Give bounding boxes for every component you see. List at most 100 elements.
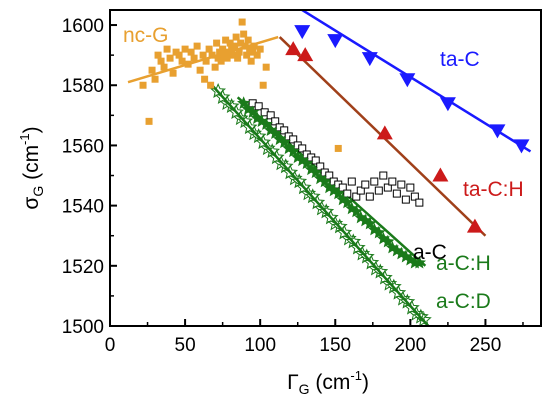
y-tick-label: 1600 [62, 16, 104, 37]
point-a-c [397, 180, 406, 189]
plot-frame [109, 9, 542, 327]
point-nc-g [211, 63, 219, 71]
point-nc-g [163, 45, 171, 53]
point-nc-g [244, 36, 252, 44]
point-nc-g [213, 39, 221, 47]
y-tick-label: 1520 [62, 257, 104, 278]
series-a-c-h [237, 96, 427, 269]
series-ta-c [294, 25, 530, 154]
point-a-c-d [264, 143, 281, 159]
point-nc-g [256, 45, 264, 53]
point-nc-g [231, 42, 239, 50]
y-tick-label: 1540 [62, 197, 104, 218]
x-tick-label: 100 [244, 335, 276, 356]
point-a-c-d [403, 299, 420, 315]
point-a-c [361, 180, 370, 189]
point-a-c-d [237, 113, 254, 129]
point-a-c-d [291, 173, 308, 189]
point-nc-g [243, 51, 251, 59]
point-nc-g [145, 117, 153, 125]
point-nc-g [151, 75, 159, 83]
point-a-c [298, 144, 307, 153]
label-nc-g: nc-G [123, 24, 169, 47]
point-nc-g [334, 144, 342, 152]
point-nc-g [207, 81, 215, 89]
label-ta-c-h: ta-C:H [463, 178, 524, 201]
point-a-c-d [349, 239, 366, 255]
point-a-c [374, 186, 383, 195]
point-a-c [379, 171, 388, 180]
point-a-c [415, 198, 424, 207]
point-nc-g [148, 66, 156, 74]
point-a-c [347, 177, 356, 186]
point-nc-g [175, 51, 183, 59]
y-tick-label: 1580 [62, 76, 104, 97]
point-nc-g [217, 57, 225, 65]
point-a-c [316, 162, 325, 171]
point-nc-g [235, 48, 243, 56]
point-a-c-d [241, 119, 258, 135]
point-nc-g [201, 75, 209, 83]
point-a-c [410, 192, 419, 201]
y-axis-ticks: 1500 1520 1540 1560 1580 1600 [62, 16, 117, 338]
point-nc-g [229, 51, 237, 59]
point-a-c [266, 111, 275, 120]
label-ta-c: ta-C [440, 48, 480, 71]
point-a-c [370, 177, 379, 186]
point-nc-g [154, 51, 162, 59]
point-a-c [356, 186, 365, 195]
point-nc-g [199, 51, 207, 59]
point-ta-c-h [432, 167, 449, 182]
point-a-c [325, 171, 334, 180]
point-nc-g [234, 54, 242, 62]
point-nc-g [226, 39, 234, 47]
point-a-c-d [336, 224, 353, 240]
point-a-c-d [295, 179, 312, 195]
point-a-c-d [390, 284, 407, 300]
point-a-c-d [210, 82, 227, 98]
point-a-c-h [412, 255, 427, 269]
point-nc-g [190, 54, 198, 62]
x-axis-ticks: 0 50 100 150 200 250 [105, 319, 524, 356]
point-nc-g [205, 45, 213, 53]
x-tick-label: 150 [319, 335, 351, 356]
point-ta-c-h [297, 47, 314, 62]
point-nc-g [238, 18, 246, 26]
point-ta-c [439, 97, 456, 112]
point-ta-c-h [376, 125, 393, 140]
y-tick-label: 1560 [62, 136, 104, 157]
y-tick-label: 1500 [62, 317, 104, 338]
x-tick-label: 0 [105, 335, 116, 356]
point-a-c-d [214, 88, 231, 104]
point-nc-g [250, 42, 258, 50]
label-a-c-h: a-C:H [436, 252, 491, 275]
point-nc-g [181, 45, 189, 53]
point-a-c-d [255, 134, 272, 150]
point-a-c [289, 135, 298, 144]
point-a-c-d [358, 248, 375, 264]
point-a-c-d [318, 203, 335, 219]
point-a-c-d [399, 293, 416, 309]
point-nc-g [219, 45, 227, 53]
point-nc-g [232, 33, 240, 41]
point-ta-c [399, 73, 416, 88]
point-a-c-d [376, 269, 393, 285]
point-nc-g [184, 60, 192, 68]
series-ta-c-h [285, 41, 483, 233]
point-nc-g [187, 48, 195, 56]
point-a-c [254, 102, 263, 111]
point-nc-g [196, 66, 204, 74]
point-nc-g [262, 63, 270, 71]
point-nc-g [241, 42, 249, 50]
point-a-c-d [412, 308, 429, 324]
point-a-c [388, 177, 397, 186]
point-a-c-d [372, 263, 389, 279]
series-a-c-d [210, 82, 432, 326]
point-a-c-d [223, 97, 240, 114]
point-a-c-d [304, 188, 321, 204]
point-nc-g [237, 39, 245, 47]
point-a-c [392, 189, 401, 198]
point-ta-c [489, 124, 506, 139]
label-a-c: a-C [413, 241, 447, 264]
